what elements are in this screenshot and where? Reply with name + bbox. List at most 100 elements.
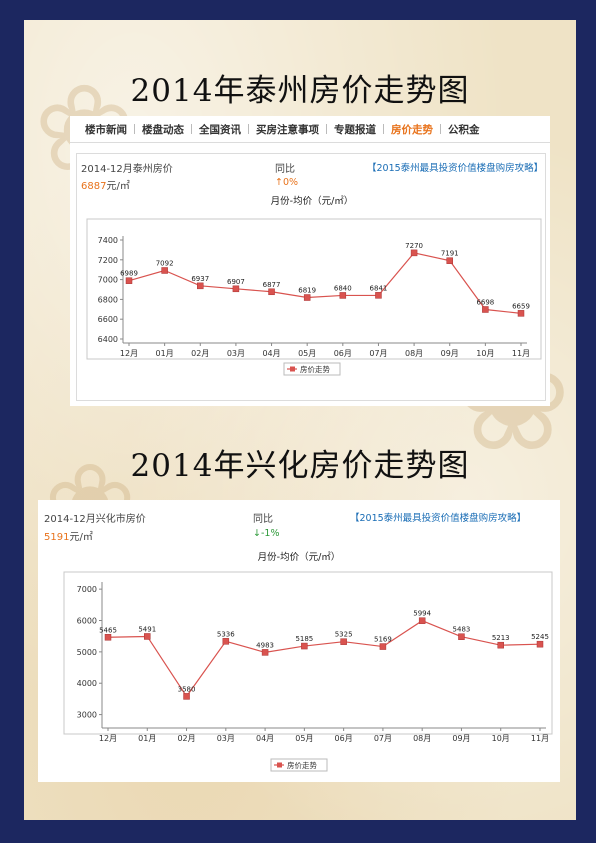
legend-label: 房价走势 xyxy=(300,364,330,374)
taizhou-price-value: 6887 xyxy=(81,181,107,192)
legend-label: 房价走势 xyxy=(287,760,317,770)
x-tick-label: 06月 xyxy=(334,349,352,358)
xinghua-heading: 2014年兴化房价走势图 xyxy=(130,448,470,484)
nav-item[interactable]: 全国资讯 xyxy=(199,123,241,136)
x-tick-label: 01月 xyxy=(138,734,156,743)
x-tick-label: 10月 xyxy=(476,349,494,358)
taizhou-heading: 2014年泰州房价走势图 xyxy=(130,73,470,109)
xinghua-panel: 2014-12月兴化市房价 5191元/㎡ 同比 ↓-1% 【2015泰州最具投… xyxy=(38,500,560,782)
data-label: 5325 xyxy=(335,631,353,639)
legend-marker xyxy=(290,366,295,372)
data-point xyxy=(482,306,489,313)
y-tick-label: 6800 xyxy=(98,295,118,304)
x-tick-label: 07月 xyxy=(369,349,387,358)
data-point xyxy=(125,277,133,284)
nav-item[interactable]: 公积金 xyxy=(448,123,480,136)
taizhou-city-label: 2014-12月泰州房价 xyxy=(81,164,173,175)
xinghua-promo-link[interactable]: 【2015泰州最具投资价值楼盘购房攻略】 xyxy=(350,513,527,524)
data-label: 6840 xyxy=(334,284,352,292)
x-tick-label: 06月 xyxy=(335,734,353,743)
x-tick-label: 08月 xyxy=(405,349,423,358)
xinghua-price-value: 5191 xyxy=(44,532,70,543)
x-tick-label: 01月 xyxy=(156,349,174,358)
legend-box xyxy=(283,362,341,376)
x-tick-label: 02月 xyxy=(191,349,209,358)
x-tick-label: 12月 xyxy=(99,734,117,743)
legend-box xyxy=(270,758,328,772)
data-point xyxy=(517,310,525,317)
xinghua-price-chart: 月份-均价（元/㎡） 3000 4000 5000 6000 7000 12月 01月 02月 0… xyxy=(63,551,553,772)
data-label: 6659 xyxy=(512,302,530,310)
data-label: 6937 xyxy=(191,275,209,283)
nav-item[interactable]: 楼市新闻 xyxy=(85,123,127,136)
nav-separator xyxy=(134,124,135,134)
data-label: 5465 xyxy=(99,626,117,634)
series-line xyxy=(107,620,541,698)
data-point xyxy=(446,257,453,264)
data-label: 5483 xyxy=(453,626,471,634)
data-point xyxy=(161,267,168,274)
nav-separator xyxy=(191,124,192,134)
data-point xyxy=(222,638,230,645)
data-label: 6698 xyxy=(476,298,494,306)
data-point xyxy=(104,634,112,641)
nav-separator xyxy=(326,124,327,134)
taizhou-change-text: 0% xyxy=(282,177,299,188)
plot-frame xyxy=(86,218,542,360)
taizhou-price-unit: 元/㎡ xyxy=(106,181,130,192)
x-tick-label: 11月 xyxy=(512,349,530,358)
data-point xyxy=(261,649,269,656)
data-label: 5185 xyxy=(295,635,313,643)
x-tick-label: 07月 xyxy=(374,734,392,743)
taizhou-change: ↑0% xyxy=(275,177,298,188)
nav-separator xyxy=(440,124,441,134)
nav-separator xyxy=(383,124,384,134)
chart-title: 月份-均价（元/㎡） xyxy=(271,195,354,207)
data-point xyxy=(303,294,311,301)
x-tick-label: 09月 xyxy=(441,349,459,358)
data-label: 6819 xyxy=(298,287,316,295)
x-tick-label: 03月 xyxy=(227,349,245,358)
nav-item[interactable]: 买房注意事项 xyxy=(256,123,319,136)
y-tick-label: 7000 xyxy=(98,276,118,285)
data-point xyxy=(458,633,465,640)
data-label: 5491 xyxy=(138,625,156,633)
data-point xyxy=(232,285,240,293)
y-tick-label: 5000 xyxy=(77,648,97,657)
xinghua-change: ↓-1% xyxy=(253,528,279,539)
x-tick-label: 02月 xyxy=(177,734,195,743)
up-arrow-icon: ↑ xyxy=(275,177,283,188)
data-point xyxy=(410,249,418,257)
nav-item[interactable]: 专题报道 xyxy=(334,123,376,136)
nav-item[interactable]: 房价走势 xyxy=(391,123,433,136)
y-tick-label: 4000 xyxy=(77,679,97,688)
data-label: 5994 xyxy=(413,610,431,618)
nav-item[interactable]: 楼盘动态 xyxy=(142,123,184,136)
data-label: 4983 xyxy=(256,641,274,649)
data-label: 6841 xyxy=(370,284,388,292)
legend-marker xyxy=(277,762,282,768)
xinghua-compare-label: 同比 xyxy=(253,514,273,525)
data-point xyxy=(418,617,426,624)
data-label: 7092 xyxy=(156,259,174,267)
chart-title: 月份-均价（元/㎡） xyxy=(258,551,341,563)
taizhou-promo-link[interactable]: 【2015泰州最具投资价值楼盘购房攻略】 xyxy=(367,163,544,174)
data-point xyxy=(301,642,308,650)
x-tick-label: 05月 xyxy=(298,349,316,358)
down-arrow-icon: ↓ xyxy=(253,528,261,539)
y-tick-label: 7200 xyxy=(98,256,118,265)
data-label: 7191 xyxy=(441,250,459,258)
x-tick-label: 04月 xyxy=(262,349,280,358)
taizhou-compare-label: 同比 xyxy=(275,164,295,175)
data-point xyxy=(183,693,190,700)
data-label: 5169 xyxy=(374,636,392,644)
taizhou-panel: 楼市新闻 楼盘动态 全国资讯 买房注意事项 专题报道 房价走势 公积金 2014-12月泰州… xyxy=(70,116,550,406)
data-point xyxy=(536,640,544,648)
x-tick-label: 10月 xyxy=(492,734,510,743)
x-tick-label: 08月 xyxy=(413,734,431,743)
data-label: 6877 xyxy=(263,281,281,289)
y-tick-label: 7400 xyxy=(98,236,118,245)
xinghua-change-text: -1% xyxy=(260,528,280,539)
x-tick-label: 04月 xyxy=(256,734,274,743)
data-point xyxy=(268,288,275,296)
